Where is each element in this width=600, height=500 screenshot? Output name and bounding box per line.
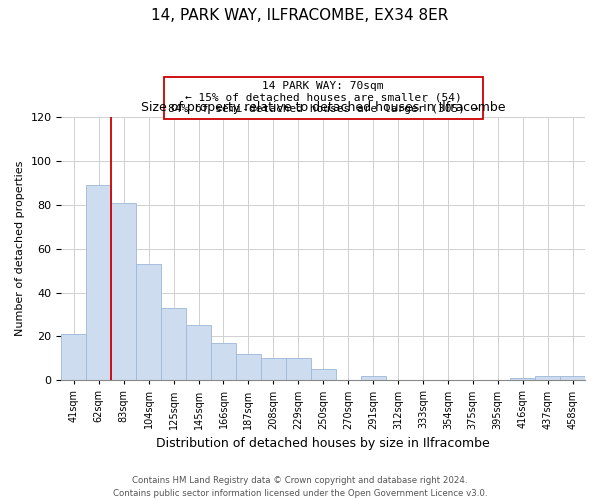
Bar bbox=[61, 334, 86, 380]
Bar bbox=[136, 264, 161, 380]
Bar bbox=[161, 308, 186, 380]
Bar bbox=[560, 376, 585, 380]
Bar bbox=[236, 354, 261, 380]
Y-axis label: Number of detached properties: Number of detached properties bbox=[15, 161, 25, 336]
Title: Size of property relative to detached houses in Ilfracombe: Size of property relative to detached ho… bbox=[141, 102, 505, 114]
Text: 14 PARK WAY: 70sqm
← 15% of detached houses are smaller (54)
84% of semi-detache: 14 PARK WAY: 70sqm ← 15% of detached hou… bbox=[168, 81, 478, 114]
Bar bbox=[361, 376, 386, 380]
X-axis label: Distribution of detached houses by size in Ilfracombe: Distribution of detached houses by size … bbox=[157, 437, 490, 450]
Bar bbox=[111, 202, 136, 380]
Bar bbox=[510, 378, 535, 380]
Bar bbox=[86, 185, 111, 380]
Text: 14, PARK WAY, ILFRACOMBE, EX34 8ER: 14, PARK WAY, ILFRACOMBE, EX34 8ER bbox=[151, 8, 449, 22]
Bar bbox=[211, 343, 236, 380]
Bar bbox=[311, 370, 335, 380]
Bar bbox=[186, 326, 211, 380]
Bar bbox=[286, 358, 311, 380]
Bar bbox=[261, 358, 286, 380]
Bar bbox=[535, 376, 560, 380]
Text: Contains HM Land Registry data © Crown copyright and database right 2024.
Contai: Contains HM Land Registry data © Crown c… bbox=[113, 476, 487, 498]
